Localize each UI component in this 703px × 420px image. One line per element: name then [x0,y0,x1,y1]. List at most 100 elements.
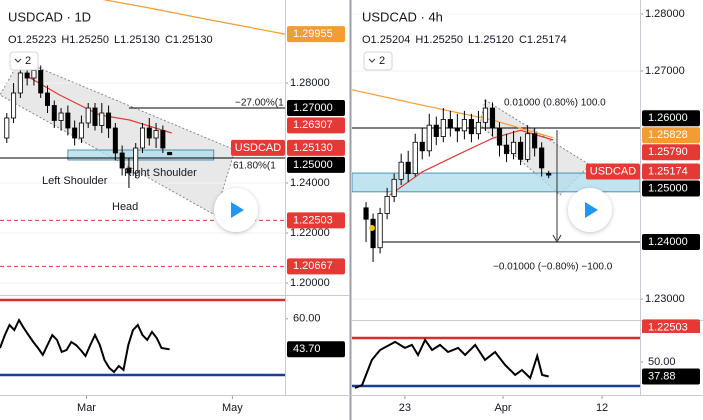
ohlc-label: L1.25130 [114,34,160,46]
candle-body [518,141,524,160]
candle-body [17,72,23,94]
price-tag [642,110,700,127]
y-tick-label: 50.00 [648,356,676,368]
ohlc-label: L1.25120 [468,34,514,46]
candle-body [146,127,152,139]
interval-button[interactable] [9,51,39,71]
candle-body [370,218,376,249]
annotation: 0.01000 (0.80%) 100.0 [504,98,606,109]
chart-title: USDCAD · 1D [8,9,91,24]
price-tags: 1.29955 1.27000 1.26307 1.25130 USDCAD 1.2500… [231,26,345,275]
ohlc-label: H1.25250 [61,34,109,46]
x-tick-label: Mar [77,402,96,414]
candle-body [475,121,482,135]
candle-body [426,124,432,152]
candle-body [31,70,37,79]
candle-body [391,178,397,197]
candle-body [153,130,159,139]
candle-body [4,117,10,139]
price-tag [642,234,700,251]
price-tag [287,139,345,156]
candle-body [377,213,383,249]
price-tag-label: 1.26307 [293,119,333,131]
y-tick-label: 1.27000 [645,65,685,77]
candle-body [167,152,173,156]
price-tag [642,163,700,180]
annotation: 61.80%(1 [233,161,276,172]
indicator-tag [287,341,345,358]
price-tag [642,144,700,161]
price-tag-label: 1.25174 [648,165,688,177]
candle-body [532,133,538,149]
play-icon [231,202,244,218]
symbol-tag-label: USDCAD [235,142,282,154]
zone [67,149,215,161]
price-tag-label: 1.27000 [293,102,333,114]
candle-body [44,92,51,106]
x-tick-label: 23 [399,402,411,414]
candle-body [78,122,84,139]
candle-body [72,127,78,139]
candle-body [440,119,446,137]
candle-body [461,119,467,132]
price-tag-label: 1.22503 [648,321,688,333]
price-tag-label: 1.29955 [293,28,333,40]
indicator-tag-label: 43.70 [293,343,321,355]
indicator-line [354,338,549,389]
symbol-tag [231,139,285,156]
y-tick-label: 1.20000 [290,277,330,289]
candle-body [510,141,517,155]
moving-average [102,0,285,35]
candle-body [112,127,118,154]
candle-body [85,107,91,124]
candle-body [539,147,545,169]
candle-body [447,119,453,129]
price-tag-label: 1.25828 [648,129,688,141]
chart-title: USDCAD · 4h [362,9,443,24]
interval-button-label: 2 [25,55,31,67]
price-tag-label: 1.20667 [293,260,333,272]
indicator-tag [642,368,700,385]
y-tick-label: 1.22000 [290,227,330,239]
candle-body [139,127,146,149]
candle-body [133,147,139,174]
candle-body [405,161,411,175]
candle-body [468,119,474,135]
y-tick-label: 1.23000 [645,293,685,305]
candle-body [126,167,132,174]
price-tag [642,180,700,197]
candle-body [65,112,71,129]
ohlc-label: O1.25204 [362,34,410,46]
price-tags: 1.26000 1.25828 1.25790 1.25174 USDCAD 1.2500… [586,110,700,333]
candle-body [398,161,404,180]
indicator-pane [0,298,285,377]
candle-body [106,112,112,129]
x-tick-label: 12 [596,402,608,414]
annotation: −27.00%(1 [235,98,284,109]
symbol-tag-label: USDCAD [590,165,637,177]
price-tag [287,100,345,116]
zone [352,172,640,193]
interval-button[interactable] [363,51,393,71]
price-tag-label: 1.24000 [648,236,688,248]
candle-body [489,107,496,129]
symbol-tag [586,163,640,180]
price-tag-label: 1.25000 [648,182,688,194]
price-tag-label: 1.22503 [293,214,333,226]
y-tick-label: 60.00 [293,313,321,325]
candle-body [24,72,30,79]
candle-body [384,196,390,214]
annotation: Head [112,201,138,213]
ohlc-label: C1.25174 [519,34,567,46]
price-tag [287,156,345,173]
candle-body [99,112,105,126]
y-tick-label: 1.28000 [290,77,330,89]
candle-body [525,133,531,160]
chevron [14,58,22,63]
price-tag-label: 1.25790 [648,146,688,158]
price-tag [287,212,345,229]
candle-body [363,207,369,220]
price-tag-label: 1.25000 [293,159,333,171]
indicator-pane [352,336,640,389]
candle-body [482,107,489,123]
